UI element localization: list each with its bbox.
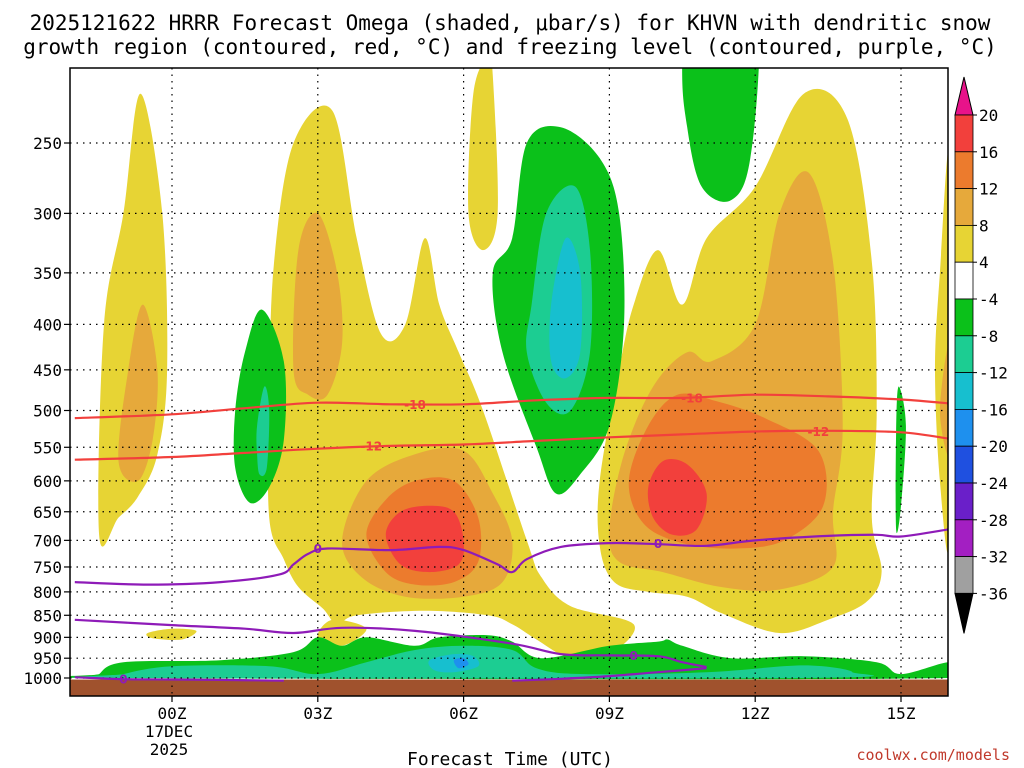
plot-frame	[69, 67, 949, 697]
ground-surface	[70, 679, 948, 696]
y-axis-ticks: 250 300 350 400 450 500 550 600 650 700 750 800 850 9…	[23, 134, 70, 688]
contour-freezing-lower	[74, 618, 707, 669]
omega-region-16-10	[647, 459, 707, 536]
y-tick-label-700: 700	[33, 531, 62, 550]
omega-region-4-13	[468, 68, 498, 251]
colorbar-label-8: -16	[979, 400, 1008, 419]
chart-title-line1: 2025121622 HRRR Forecast Omega (shaded, …	[30, 11, 991, 35]
omega-region--8-20	[256, 386, 270, 477]
colorbar-swatch-6	[954, 335, 974, 373]
y-tick-label-1000: 1000	[23, 669, 62, 688]
colorbar-bottom-arrow	[954, 592, 974, 634]
x-tick-label-03Z: 03Z	[303, 704, 332, 723]
colorbar-label-3: 8	[979, 216, 989, 235]
colorbar-label-4: 4	[979, 253, 989, 272]
y-tick-label-450: 450	[33, 361, 62, 380]
y-tick-label-650: 650	[33, 503, 62, 522]
colorbar-label-11: -28	[979, 511, 1008, 530]
colorbar-swatch-11	[954, 519, 974, 557]
contour-label-1: -18	[681, 391, 703, 405]
colorbar-label-6: -8	[979, 327, 998, 346]
y-tick-label-600: 600	[33, 472, 62, 491]
contour-label-5: 0	[654, 537, 662, 551]
y-tick-label-750: 750	[33, 558, 62, 577]
x-tick-label-00Z: 00Z	[158, 704, 187, 723]
contour-label-3: -12	[808, 425, 830, 439]
x-axis-label: Forecast Time (UTC)	[407, 749, 613, 768]
x-tick-year: 2025	[150, 740, 189, 759]
colorbar-swatch-2	[954, 188, 974, 226]
credit-label: coolwx.com/models	[856, 746, 1010, 764]
colorbar: 20 16 12 8 4 -4 -8 -12 -16 -20 -24 -28 -32 -36	[954, 76, 1008, 634]
grid	[70, 68, 948, 696]
y-tick-label-400: 400	[33, 315, 62, 334]
contour-labels: -18 -18 -12 -12 0 0 0 0	[119, 391, 830, 687]
colorbar-label-7: -12	[979, 364, 1008, 383]
omega-region-4-11	[935, 151, 948, 553]
omega-region--4-22	[895, 386, 906, 534]
x-tick-label-12Z: 12Z	[741, 704, 770, 723]
x-tick-label-09Z: 09Z	[595, 704, 624, 723]
omega-shading	[70, 68, 948, 680]
colorbar-swatch-1	[954, 151, 974, 190]
y-tick-label-800: 800	[33, 583, 62, 602]
contour-label-2: -12	[360, 439, 382, 453]
x-tick-date: 17DEC	[145, 722, 193, 741]
colorbar-swatch-3	[954, 224, 974, 263]
colorbar-label-12: -32	[979, 548, 1008, 567]
contour-freezing-surface	[74, 676, 284, 682]
omega-region-8-1	[118, 304, 158, 482]
omega-region-4-15	[317, 619, 367, 647]
y-tick-label-850: 850	[33, 606, 62, 625]
colorbar-swatch-7	[954, 372, 974, 410]
contour-dendritic-top	[74, 393, 948, 420]
contour-label-4: 0	[314, 542, 322, 556]
contour-lines	[74, 393, 948, 682]
colorbar-swatch-4	[954, 261, 974, 300]
colorbar-label-0: 20	[979, 106, 998, 125]
y-tick-label-350: 350	[33, 264, 62, 283]
colorbar-label-1: 16	[979, 143, 998, 162]
contour-dendritic-bottom	[74, 429, 948, 461]
x-tick-label-15Z: 15Z	[887, 704, 916, 723]
omega-region-16-6	[385, 505, 464, 573]
chart-title-line2: growth region (contoured, red, °C) and f…	[23, 35, 997, 59]
omega-region-4-14	[146, 628, 197, 640]
colorbar-swatch-10	[954, 482, 974, 521]
contour-label-7: 0	[119, 673, 127, 687]
x-tick-label-06Z: 06Z	[449, 704, 478, 723]
contour-freezing-surface-right	[512, 667, 707, 682]
omega-region--4-21	[682, 68, 759, 202]
colorbar-label-5: -4	[979, 290, 998, 309]
colorbar-swatch-0	[954, 114, 974, 153]
omega-region--12-18	[549, 237, 583, 379]
colorbar-label-2: 12	[979, 180, 998, 199]
omega-region--16-26	[453, 657, 469, 669]
contour-freezing-upper	[74, 528, 948, 586]
contour-label-6: 0	[630, 649, 638, 663]
colorbar-swatch-12	[954, 556, 974, 594]
contour-label-0: -18	[404, 398, 426, 412]
omega-region-8-12	[939, 345, 948, 456]
colorbar-label-9: -20	[979, 437, 1008, 456]
colorbar-swatch-8	[954, 408, 974, 447]
y-tick-label-900: 900	[33, 628, 62, 647]
colorbar-label-13: -36	[979, 584, 1008, 603]
colorbar-swatch-9	[954, 445, 974, 484]
colorbar-swatch-5	[954, 298, 974, 337]
y-tick-label-250: 250	[33, 134, 62, 153]
y-tick-label-550: 550	[33, 438, 62, 457]
omega-region-8-3	[292, 212, 343, 400]
colorbar-label-10: -24	[979, 474, 1008, 493]
colorbar-top-arrow	[954, 76, 974, 116]
y-tick-label-500: 500	[33, 402, 62, 421]
y-tick-label-950: 950	[33, 649, 62, 668]
y-tick-label-300: 300	[33, 204, 62, 223]
